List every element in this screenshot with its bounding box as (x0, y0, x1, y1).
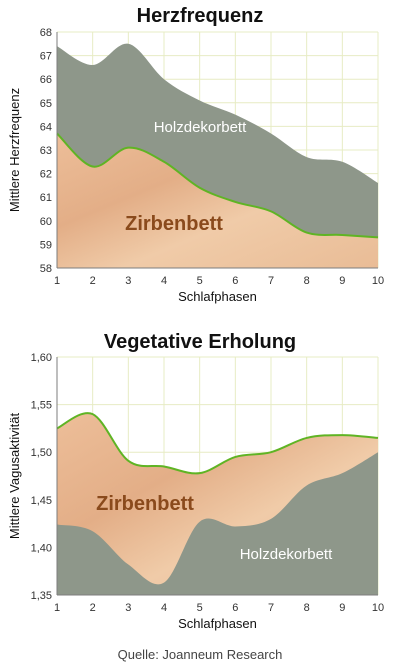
y-tick-label: 63 (40, 145, 52, 157)
y-tick-label: 67 (40, 51, 52, 63)
x-tick-label: 7 (268, 275, 274, 287)
x-tick-label: 3 (125, 602, 131, 614)
y-tick-label: 65 (40, 98, 52, 110)
y-tick-label: 58 (40, 263, 52, 275)
x-tick-label: 10 (372, 275, 384, 287)
x-tick-label: 6 (232, 602, 238, 614)
line-zirbenbett (56, 412, 379, 475)
x-axis-label: Schlafphasen (178, 616, 257, 631)
y-tick-label: 1,60 (31, 352, 52, 364)
x-tick-label: 7 (268, 602, 274, 614)
chart-vegetative-erholung: Vegetative Erholung 1,35 1,40 1,45 1,50 1,55 1… (7, 331, 384, 631)
area-zirbenbett (57, 133, 378, 268)
x-tick-label: 1 (54, 275, 60, 287)
y-tick-label: 1,55 (31, 400, 52, 412)
x-tick-label: 4 (161, 602, 167, 614)
series-label-zirbenbett: Zirbenbett (96, 493, 194, 515)
x-tick-label: 2 (90, 602, 96, 614)
x-tick-label: 9 (339, 602, 345, 614)
x-tick-label: 10 (372, 602, 384, 614)
series-label-holzdekorbett: Holzdekorbett (154, 119, 247, 136)
x-tick-label: 8 (304, 602, 310, 614)
chart-title: Vegetative Erholung (104, 331, 296, 353)
x-tick-label: 1 (54, 602, 60, 614)
y-tick-label: 60 (40, 216, 52, 228)
y-tick-label: 1,45 (31, 495, 52, 507)
x-axis-label: Schlafphasen (178, 289, 257, 304)
series-label-holzdekorbett: Holzdekorbett (240, 546, 333, 563)
y-tick-label: 59 (40, 239, 52, 251)
y-tick-label: 1,50 (31, 447, 52, 459)
x-tick-label: 5 (197, 275, 203, 287)
y-tick-label: 62 (40, 169, 52, 181)
y-tick-label: 66 (40, 74, 52, 86)
line-zirbenbett (56, 132, 379, 239)
x-tick-label: 6 (232, 275, 238, 287)
area-holzdekorbett (57, 452, 378, 595)
y-tick-label: 64 (40, 121, 52, 133)
x-tick-label: 3 (125, 275, 131, 287)
chart-title: Herzfrequenz (137, 5, 264, 27)
x-tick-label: 8 (304, 275, 310, 287)
series-label-zirbenbett: Zirbenbett (125, 213, 223, 235)
x-tick-label: 4 (161, 275, 167, 287)
y-tick-label: 1,35 (31, 590, 52, 602)
y-axis-label: Mittlere Herzfrequenz (7, 88, 22, 212)
x-tick-label: 9 (339, 275, 345, 287)
y-axis-label: Mittlere Vagusaktivität (7, 413, 22, 540)
x-tick-label: 5 (197, 602, 203, 614)
y-tick-label: 1,40 (31, 542, 52, 554)
y-tick-label: 68 (40, 27, 52, 39)
y-tick-label: 61 (40, 192, 52, 204)
x-tick-label: 2 (90, 275, 96, 287)
source-credit: Quelle: Joanneum Research (118, 647, 283, 662)
